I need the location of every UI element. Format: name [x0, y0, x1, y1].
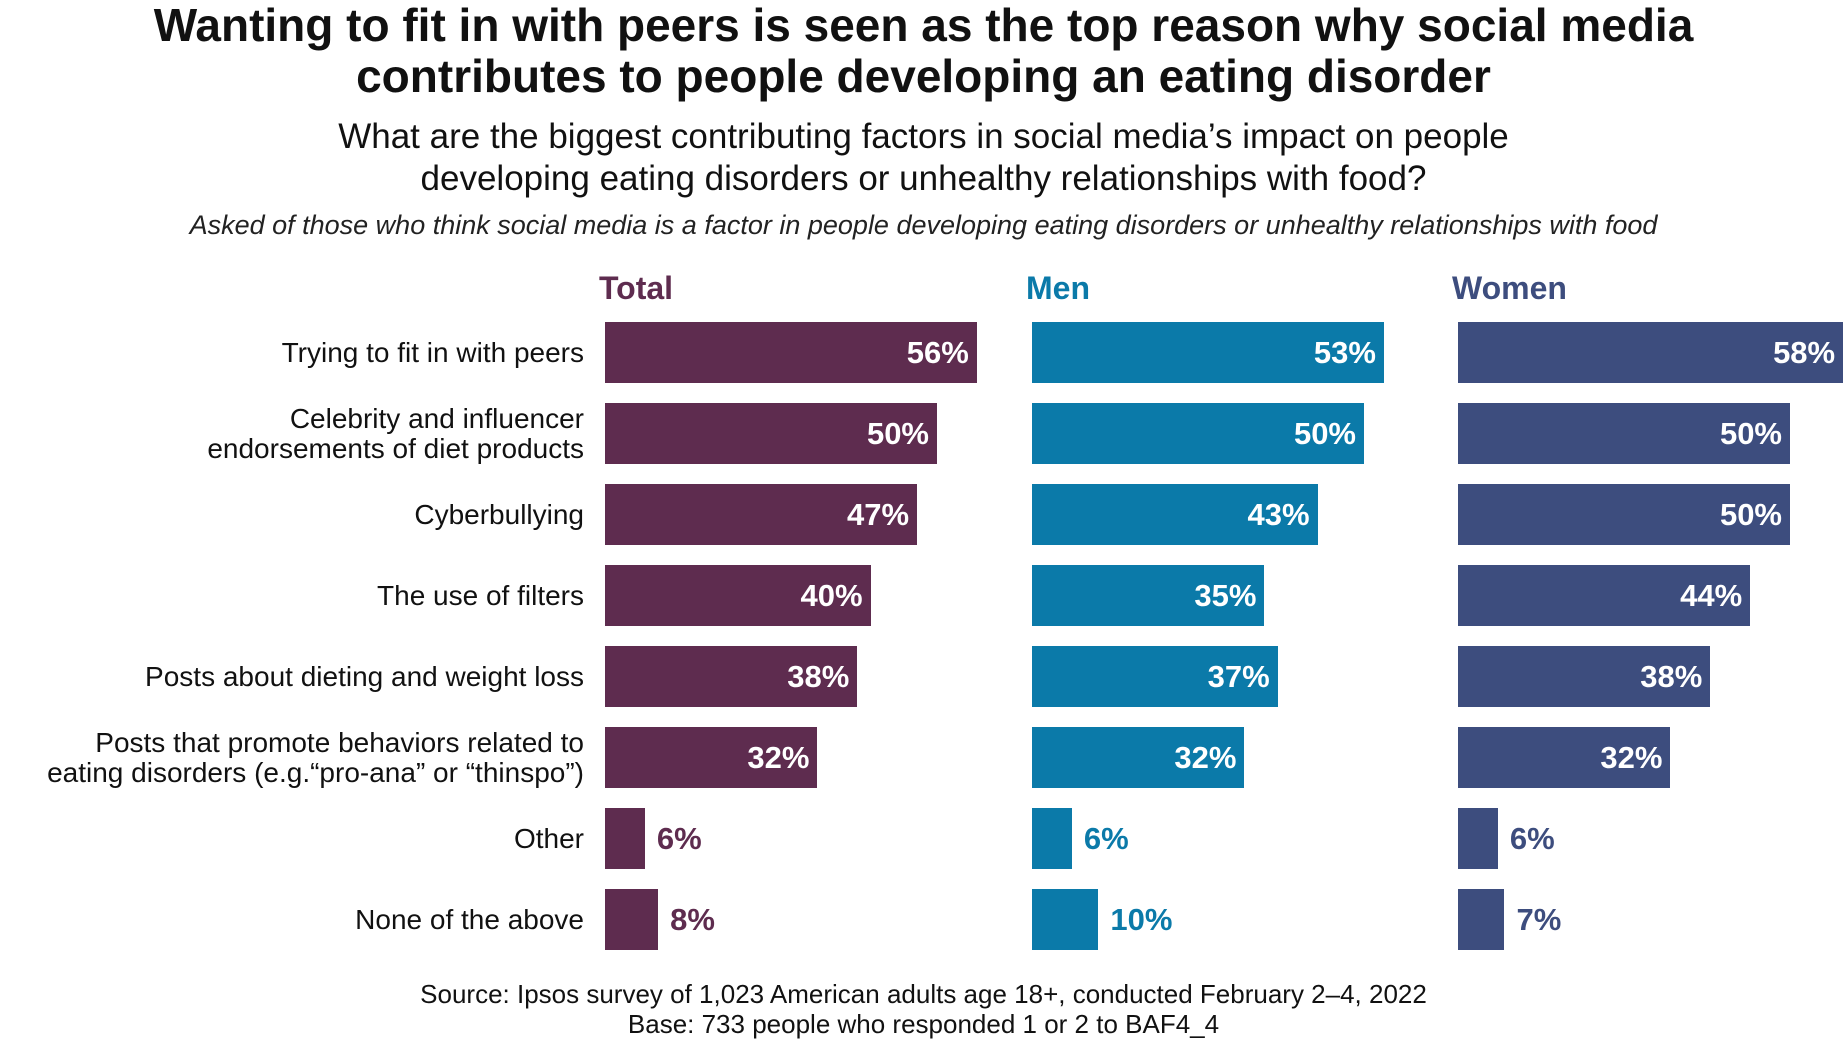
bar-women	[1458, 403, 1790, 464]
data-label: 10%	[1110, 902, 1173, 937]
bar-women	[1458, 322, 1844, 383]
data-label: 50%	[1719, 416, 1782, 451]
data-label: 56%	[906, 335, 969, 370]
category-label: Posts that promote behaviors related to …	[47, 726, 584, 788]
data-label: 8%	[670, 902, 715, 937]
chart-subtitle: What are the biggest contributing factor…	[0, 116, 1847, 200]
bar-women	[1458, 727, 1671, 788]
category-label: Trying to fit in with peers	[281, 336, 584, 368]
source-line: Source: Ipsos survey of 1,023 American a…	[420, 979, 1427, 1009]
data-label: 6%	[1083, 821, 1129, 856]
bar-total	[605, 646, 858, 707]
data-label: 35%	[1194, 578, 1257, 613]
base-line: Base: 733 people who responded 1 or 2 to…	[627, 1009, 1220, 1039]
bar-total	[605, 403, 937, 464]
series-header-men: Men	[1026, 270, 1090, 306]
data-label: 6%	[1509, 821, 1555, 856]
data-label: 58%	[1773, 335, 1836, 370]
category-label: None of the above	[355, 903, 584, 935]
data-label: 50%	[1719, 497, 1782, 532]
bar-men	[1032, 484, 1318, 545]
bar-men	[1032, 322, 1384, 383]
bar-men	[1032, 646, 1278, 707]
data-label: 6%	[656, 821, 702, 856]
bar-total	[605, 484, 918, 545]
data-label: 32%	[1600, 740, 1663, 775]
series-header-women: Women	[1452, 270, 1567, 306]
category-label: Cyberbullying	[414, 498, 584, 530]
bar-men	[1032, 727, 1245, 788]
subtitle-line-2: developing eating disorders or unhealthy…	[420, 159, 1427, 198]
bar-women	[1458, 808, 1498, 869]
data-label: 50%	[866, 416, 929, 451]
bar-men	[1032, 808, 1072, 869]
data-label: 32%	[1174, 740, 1237, 775]
bar-total	[605, 889, 659, 950]
data-label: 47%	[847, 497, 910, 532]
data-label: 44%	[1680, 578, 1743, 613]
bar-total	[605, 565, 871, 626]
title-line-1: Wanting to fit in with peers is seen as …	[153, 0, 1694, 51]
category-label: The use of filters	[377, 579, 584, 611]
chart-note: Asked of those who think social media is…	[189, 210, 1658, 240]
bar-men	[1032, 565, 1265, 626]
category-label: Celebrity and influencer endorsements of…	[207, 402, 584, 464]
bar-men	[1032, 889, 1099, 950]
bar-women	[1458, 889, 1505, 950]
bar-men	[1032, 403, 1364, 464]
data-label: 38%	[787, 659, 850, 694]
chart-title: Wanting to fit in with peers is seen as …	[0, 0, 1847, 102]
data-label: 53%	[1313, 335, 1376, 370]
data-label: 7%	[1516, 902, 1562, 937]
bar-women	[1458, 646, 1711, 707]
data-label: 38%	[1640, 659, 1703, 694]
bar-total	[605, 727, 818, 788]
series-header-total: Total	[599, 270, 674, 306]
bar-total	[605, 322, 977, 383]
category-label: Posts about dieting and weight loss	[145, 660, 584, 692]
source-note: Source: Ipsos survey of 1,023 American a…	[0, 979, 1847, 1039]
category-label: Other	[513, 822, 584, 854]
data-label: 40%	[800, 578, 863, 613]
bar-women	[1458, 484, 1790, 545]
data-label: 32%	[747, 740, 810, 775]
bar-women	[1458, 565, 1751, 626]
data-label: 50%	[1293, 416, 1356, 451]
subtitle-line-1: What are the biggest contributing factor…	[338, 117, 1509, 156]
title-line-2: contributes to people developing an eati…	[356, 50, 1491, 102]
data-label: 37%	[1207, 659, 1270, 694]
data-label: 43%	[1247, 497, 1310, 532]
bar-total	[605, 808, 645, 869]
